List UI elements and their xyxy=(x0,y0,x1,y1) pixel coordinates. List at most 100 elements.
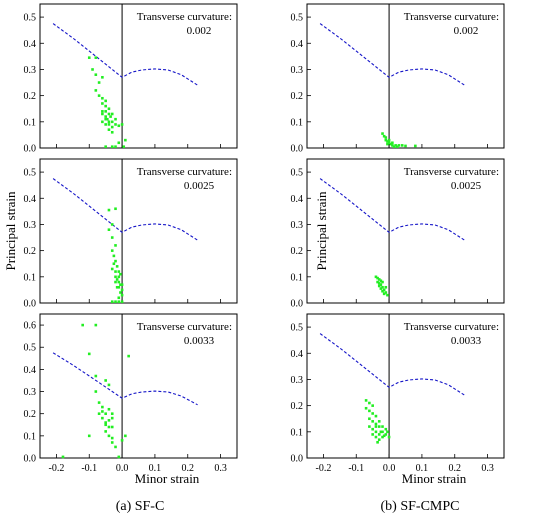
caption-left: (a) SF-C xyxy=(116,499,165,514)
data-point xyxy=(117,296,121,300)
x-tick-label: -0.2 xyxy=(48,463,64,474)
x-tick-label: -0.1 xyxy=(81,463,97,474)
curvature-label: Transverse curvature: xyxy=(137,166,232,178)
data-point xyxy=(377,425,381,428)
data-point xyxy=(110,125,114,129)
data-point xyxy=(119,291,122,294)
data-point xyxy=(101,110,104,113)
data-point xyxy=(124,138,127,142)
data-point xyxy=(110,236,114,239)
x-tick-label: 0.2 xyxy=(182,463,195,474)
y-tick-label: 0.2 xyxy=(291,91,304,102)
x-axis-label-left: Minor strain xyxy=(135,471,200,486)
data-point xyxy=(374,422,378,426)
y-tick-label: 0.1 xyxy=(291,272,304,283)
x-tick-label: 0.0 xyxy=(116,463,129,474)
curvature-label: Transverse curvature: xyxy=(137,321,232,333)
data-point xyxy=(389,142,393,146)
data-point xyxy=(382,434,386,438)
data-point xyxy=(114,300,117,303)
y-tick-label: 0.1 xyxy=(291,117,304,128)
data-point xyxy=(114,275,117,279)
plot-frame xyxy=(39,3,238,149)
data-point xyxy=(384,433,388,436)
y-tick-label: 0.3 xyxy=(291,220,304,231)
data-point xyxy=(400,144,404,147)
data-point xyxy=(364,399,368,402)
y-tick-label: 0.1 xyxy=(24,272,37,283)
data-point xyxy=(107,208,111,212)
data-point xyxy=(119,272,122,276)
curvature-value: 0.0025 xyxy=(184,180,215,192)
data-point xyxy=(106,117,109,121)
data-point xyxy=(381,289,384,293)
plot-frame xyxy=(306,3,505,149)
data-point xyxy=(384,136,388,139)
data-point xyxy=(371,433,374,436)
data-point xyxy=(392,145,396,148)
data-point xyxy=(379,430,383,434)
data-point xyxy=(377,420,381,423)
y-tick-label: 0.0 xyxy=(24,299,37,310)
flc-curve xyxy=(52,352,198,406)
data-point xyxy=(94,323,98,327)
curvature-value: 0.0033 xyxy=(451,335,482,347)
data-point xyxy=(376,276,379,280)
data-point xyxy=(104,104,107,108)
data-point xyxy=(120,288,124,292)
data-point xyxy=(104,115,107,118)
data-point xyxy=(87,434,91,438)
data-point xyxy=(386,140,389,143)
y-tick-label: 0.4 xyxy=(24,39,37,50)
curvature-value: 0.002 xyxy=(187,25,212,37)
data-point xyxy=(110,412,114,415)
data-point xyxy=(381,425,384,428)
data-point xyxy=(104,145,107,148)
y-tick-label: 0.3 xyxy=(24,387,37,398)
data-point xyxy=(114,244,117,247)
data-point xyxy=(107,123,111,126)
data-point xyxy=(391,144,394,147)
flc-curve xyxy=(319,333,465,396)
data-point xyxy=(101,102,104,105)
data-point xyxy=(368,417,371,421)
data-point xyxy=(114,145,117,148)
data-point xyxy=(377,438,381,441)
curvature-value: 0.0025 xyxy=(451,180,482,192)
data-point xyxy=(110,416,114,420)
data-point xyxy=(368,409,371,413)
data-point xyxy=(104,110,107,113)
y-tick-label: 0.5 xyxy=(24,168,37,179)
flc-curve xyxy=(52,178,198,241)
data-point xyxy=(117,275,121,279)
data-point xyxy=(379,279,383,283)
data-point xyxy=(120,293,124,297)
data-point xyxy=(107,425,111,429)
data-point xyxy=(112,262,116,266)
data-point xyxy=(376,440,379,444)
data-point xyxy=(120,283,124,286)
data-point xyxy=(97,401,101,404)
y-tick-label: 0.6 xyxy=(24,321,37,332)
plot-frame xyxy=(39,158,238,304)
data-point xyxy=(395,145,399,148)
x-tick-label: 0.0 xyxy=(383,463,396,474)
data-point xyxy=(115,265,119,268)
data-point xyxy=(97,412,101,415)
subplot: 0.0 0.1 0.2 0.3 0.4 0.5 Transverse curvature: 0… xyxy=(24,158,238,310)
data-point xyxy=(387,435,391,439)
data-point xyxy=(104,123,107,126)
data-point xyxy=(394,144,397,147)
flc-curve xyxy=(319,23,465,86)
data-point xyxy=(371,412,374,415)
x-tick-label: -0.2 xyxy=(315,463,331,474)
data-point xyxy=(107,112,111,116)
data-point xyxy=(381,285,384,289)
data-point xyxy=(387,138,391,142)
data-point xyxy=(101,112,104,116)
data-point xyxy=(110,120,114,124)
data-point xyxy=(101,405,104,409)
data-point xyxy=(110,223,114,226)
data-point xyxy=(371,427,374,431)
data-point xyxy=(110,145,114,148)
